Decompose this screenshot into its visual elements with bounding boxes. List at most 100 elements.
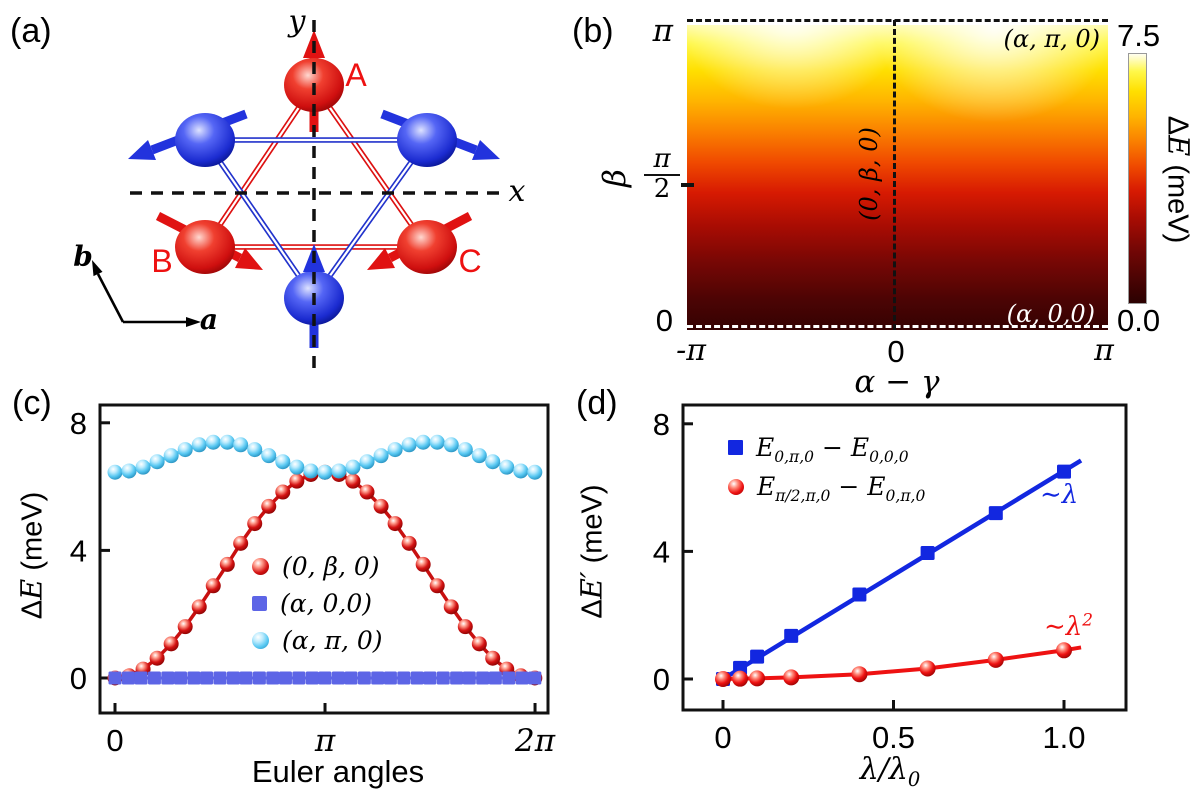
legend-label: E0,π,0 − E0,0,0 xyxy=(756,433,909,466)
chart-c-ylabel: ΔE (meV) xyxy=(15,436,50,676)
data-point xyxy=(318,671,332,685)
data-point xyxy=(851,666,868,683)
chart-d-xlabel-main: λ/λ xyxy=(859,752,908,787)
data-point xyxy=(502,671,516,685)
legend-label: (α, 0,0) xyxy=(280,589,373,618)
heatmap-xtick-zero: 0 xyxy=(887,334,905,369)
annotation-quadratic-scaling: ∼λ2 xyxy=(1044,609,1094,642)
data-point xyxy=(383,671,397,685)
axis-label-x: x xyxy=(508,174,526,209)
legend-item-0-beta-0: (0, β, 0) xyxy=(252,548,383,585)
data-point xyxy=(344,671,358,685)
panel-label-b: (b) xyxy=(572,12,614,50)
data-point xyxy=(121,463,137,479)
data-point xyxy=(415,434,431,450)
chart-c-legend: (0, β, 0) (α, 0,0) (α, π, 0) xyxy=(252,548,383,659)
red-triangle-bonds-inner xyxy=(202,83,430,249)
data-point xyxy=(371,671,385,685)
heatmap-ytick-pi-over-2: π 2 xyxy=(644,145,680,204)
data-point xyxy=(317,464,333,480)
plot-frame xyxy=(681,403,1128,712)
data-point xyxy=(750,649,765,664)
blue-square-marker-icon xyxy=(252,596,267,611)
beta-pi-dashed-line xyxy=(687,19,1108,22)
energy-heatmap xyxy=(687,25,1108,330)
data-point xyxy=(852,587,867,602)
data-point xyxy=(177,619,193,635)
blue-square-marker-icon xyxy=(728,440,743,455)
data-point xyxy=(357,671,371,685)
data-point xyxy=(205,434,221,450)
chart-d-ylabel: ΔE′ (meV) xyxy=(575,432,610,672)
y-axis-tick-label: 4 xyxy=(70,533,87,568)
heatmap-annotation-center-line: (0, β, 0) xyxy=(855,127,883,221)
data-point xyxy=(485,454,501,470)
x-axis-tick-label: 0.5 xyxy=(872,720,915,755)
data-point xyxy=(149,650,165,666)
colorbar-title-unit: (meV) xyxy=(1161,156,1194,244)
data-point xyxy=(331,671,345,685)
data-point xyxy=(920,545,935,560)
chart-d-legend: E0,π,0 − E0,0,0 Eπ/2,π,0 − E0,π,0 xyxy=(728,428,925,506)
colorbar-max-label: 7.5 xyxy=(1117,18,1161,53)
data-point xyxy=(919,660,936,677)
series-line xyxy=(722,645,1082,681)
x-axis-tick-label: 0 xyxy=(714,720,731,755)
data-point xyxy=(233,535,249,551)
heatmap-annotation-top-right: (α, π, 0) xyxy=(1003,25,1101,53)
data-point xyxy=(275,484,291,500)
data-point xyxy=(515,671,529,685)
colorbar-title: ΔE (meV) xyxy=(1161,60,1196,300)
data-point xyxy=(247,516,263,532)
axis-label-y: y xyxy=(288,4,306,39)
legend-item-linear: E0,π,0 − E0,0,0 xyxy=(728,428,925,467)
site-sphere-topright xyxy=(397,113,457,167)
colorbar xyxy=(1128,53,1147,304)
beta-zero-dashed-line xyxy=(687,325,1108,328)
chart-d-xlabel-sub: 0 xyxy=(907,768,921,791)
data-point xyxy=(191,599,207,615)
heatmap-xtick-minus-pi: -π xyxy=(676,333,706,368)
data-point xyxy=(191,437,207,453)
x-axis-tick-label: 2π xyxy=(514,723,556,759)
data-point xyxy=(345,459,361,475)
y-axis-tick-label: 0 xyxy=(70,661,87,696)
data-point xyxy=(219,556,235,572)
chart-c-xlabel: Euler angles xyxy=(251,754,425,789)
site-sphere-B xyxy=(175,220,235,274)
colorbar-min-label: 0.0 xyxy=(1117,303,1161,338)
data-point xyxy=(429,434,445,450)
data-point xyxy=(108,671,122,685)
data-point xyxy=(163,636,179,652)
data-point xyxy=(174,671,188,685)
data-point xyxy=(134,671,148,685)
y-axis-tick-label: 8 xyxy=(70,406,87,441)
data-point xyxy=(161,671,175,685)
data-point xyxy=(749,670,766,687)
y-axis-tick-label: 8 xyxy=(653,407,670,442)
site-label-C: C xyxy=(458,243,482,279)
data-point xyxy=(289,473,305,489)
colorbar-title-delta: Δ xyxy=(1161,115,1194,136)
data-point xyxy=(733,660,748,675)
fraction-numerator: π xyxy=(644,145,680,177)
panel-label-a: (a) xyxy=(10,12,52,50)
heatmap-annotation-bottom-right: (α, 0,0) xyxy=(1006,300,1095,328)
alpha-gamma-zero-dashed-line xyxy=(893,20,896,330)
data-point xyxy=(410,671,424,685)
data-point xyxy=(239,671,253,685)
site-sphere-C xyxy=(397,220,457,274)
chart-lambda-scaling: 0 0.5 1.0 0 4 8 xyxy=(653,403,1128,755)
panel-label-c: (c) xyxy=(12,384,52,422)
data-point xyxy=(784,628,799,643)
data-point xyxy=(499,459,515,475)
chart-d-ylabel-E: E′ xyxy=(574,571,609,600)
data-point xyxy=(187,671,201,685)
data-point xyxy=(387,516,403,532)
data-point xyxy=(233,437,249,453)
data-point xyxy=(783,669,800,686)
legend-label: (0, β, 0) xyxy=(282,552,380,581)
data-point xyxy=(213,671,227,685)
data-point xyxy=(457,619,473,635)
